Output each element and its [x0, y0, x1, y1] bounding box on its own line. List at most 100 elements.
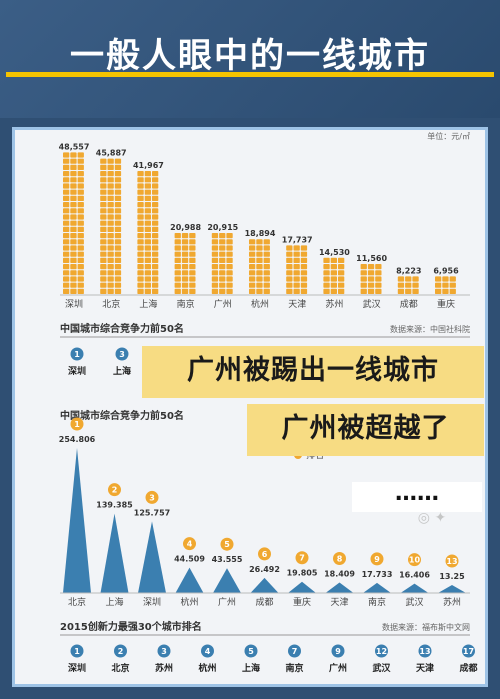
price-bar-block: [63, 233, 70, 239]
price-bar-block: [100, 158, 107, 164]
price-bar-block: [70, 226, 77, 232]
triangle-rank-number: 2: [112, 486, 118, 495]
price-bar-block: [63, 152, 70, 158]
competitiveness-triangle: [100, 513, 129, 593]
price-bar-block: [77, 164, 84, 170]
price-value-label: 20,988: [170, 223, 201, 232]
rank-number: 12: [376, 647, 387, 656]
price-bar-block: [152, 233, 159, 239]
ranking1-title: 中国城市综合竞争力前50名: [60, 322, 184, 335]
triangle-rank-circle: [108, 483, 121, 497]
price-bar-block: [63, 171, 70, 177]
price-bar-block: [137, 202, 144, 208]
price-bar-block: [100, 282, 107, 288]
price-bar-block: [219, 282, 226, 288]
price-bar-block: [77, 233, 84, 239]
rank-city: 南京: [285, 662, 303, 674]
price-bar-block: [286, 288, 293, 294]
rank-number: 13: [419, 647, 430, 656]
price-bar-block: [70, 270, 77, 276]
price-bar-block: [174, 264, 181, 270]
price-bar-block: [114, 189, 122, 195]
price-bar-block: [360, 288, 367, 294]
price-bar-block: [144, 171, 151, 177]
price-bar-block: [63, 220, 70, 226]
price-bar-block: [323, 270, 330, 276]
price-bar-block: [70, 220, 77, 226]
price-bar-block: [114, 158, 122, 164]
price-bar-block: [449, 282, 456, 288]
price-bar-block: [77, 257, 84, 263]
price-bar-block: [137, 264, 144, 270]
price-bar-block: [405, 276, 412, 282]
price-bar-block: [226, 288, 233, 294]
triangle-rank-circle: [70, 417, 84, 431]
price-bar-block: [77, 183, 84, 189]
unit-label: 单位：元/㎡: [427, 131, 470, 141]
competitiveness-triangle: [63, 448, 91, 593]
price-bar-block: [70, 282, 77, 288]
triangle-city-label: 成都: [255, 596, 273, 608]
price-bar-block: [189, 270, 196, 276]
price-bar-block: [249, 257, 256, 263]
price-bar-block: [107, 208, 114, 214]
price-bar-block: [360, 270, 367, 276]
price-bar-block: [77, 152, 84, 158]
price-bar-block: [100, 233, 107, 239]
price-bar-block: [114, 220, 122, 226]
price-bar-block: [256, 245, 263, 251]
price-bar-block: [107, 245, 114, 251]
price-bar: [137, 171, 159, 294]
price-bar-block: [100, 270, 107, 276]
price-bar-block: [219, 251, 226, 257]
price-bar-block: [256, 282, 263, 288]
rank-circle: [462, 644, 475, 658]
price-bar-block: [63, 282, 70, 288]
price-bar-block: [63, 158, 70, 164]
price-bar-block: [114, 264, 122, 270]
price-bar-block: [144, 251, 151, 257]
price-bar-block: [360, 264, 367, 270]
price-bar-block: [137, 239, 144, 245]
price-bar-block: [100, 177, 107, 183]
price-bar-block: [300, 257, 308, 263]
price-bar-block: [249, 276, 256, 282]
rank-badge: 13 天津: [416, 644, 434, 674]
price-bar-block: [137, 177, 144, 183]
triangle-value-label: 125.757: [134, 508, 170, 517]
price-bar-block: [405, 288, 412, 294]
price-bar-block: [137, 270, 144, 276]
price-bar-block: [77, 214, 84, 220]
price-bar-block: [323, 276, 330, 282]
price-bar-block: [152, 270, 159, 276]
price-bar-block: [100, 164, 107, 170]
price-bar-block: [63, 245, 70, 251]
price-bar-block: [100, 226, 107, 232]
price-city-label: 天津: [288, 299, 306, 310]
rank-circle: [157, 644, 171, 658]
overlay-caption-2: 广州被超越了: [247, 404, 484, 456]
price-bar-block: [137, 257, 144, 263]
price-bar-block: [152, 226, 159, 232]
price-bar-block: [189, 276, 196, 282]
price-bar-block: [144, 276, 151, 282]
price-bar-block: [226, 233, 233, 239]
price-bar-block: [152, 202, 159, 208]
price-bar-block: [100, 239, 107, 245]
price-bar-block: [219, 264, 226, 270]
triangle-city-label: 天津: [330, 597, 348, 608]
price-bar-block: [107, 282, 114, 288]
price-bar-block: [63, 276, 70, 282]
price-bar-block: [360, 276, 367, 282]
price-bar-block: [211, 288, 219, 294]
rank-circle: [70, 347, 84, 361]
triangle-value-label: 254.806: [59, 435, 96, 444]
price-bar-block: [77, 171, 84, 177]
price-bar-block: [144, 239, 151, 245]
rank-city: 苏州: [155, 662, 173, 674]
price-bar-block: [144, 282, 151, 288]
price-bar-block: [63, 270, 70, 276]
price-bar-block: [144, 264, 151, 270]
price-bar-block: [256, 257, 263, 263]
price-bar-block: [174, 276, 181, 282]
